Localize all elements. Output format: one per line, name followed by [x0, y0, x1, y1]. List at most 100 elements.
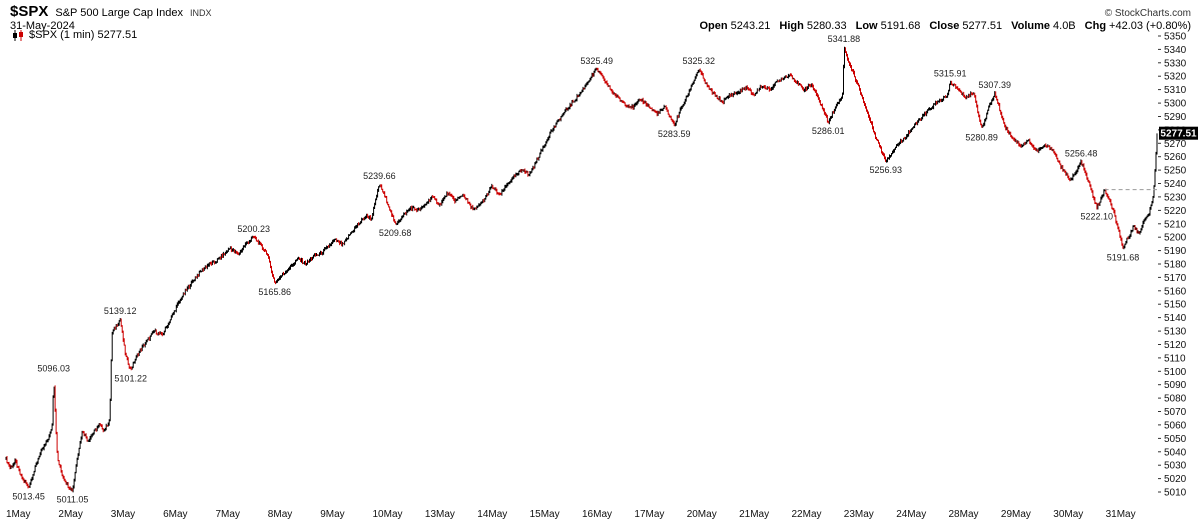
chart-header: $SPX S&P 500 Large Cap Index INDX © Stoc…: [10, 3, 1191, 20]
price-annotation: 5013.45: [12, 491, 45, 501]
y-axis-label: 5220: [1164, 206, 1187, 217]
y-axis-label: 5050: [1164, 434, 1187, 445]
stat-volume: Volume 4.0B: [1011, 20, 1076, 32]
y-axis-label: 5030: [1164, 461, 1187, 472]
x-axis-label: 14May: [477, 509, 507, 520]
candlestick-icon: [13, 29, 23, 41]
y-axis-label: 5330: [1164, 58, 1187, 69]
price-annotation: 5286.01: [812, 126, 845, 136]
stat-change: Chg +42.03 (+0.80%): [1085, 20, 1191, 32]
y-axis-label: 5140: [1164, 313, 1187, 324]
x-axis-label: 20May: [687, 509, 717, 520]
y-axis-label: 5210: [1164, 219, 1187, 230]
chart-date: 31-May-2024: [10, 20, 75, 32]
stat-open-label: Open: [699, 20, 728, 32]
x-axis-label: 29May: [1001, 509, 1031, 520]
stat-volume-value: 4.0B: [1053, 20, 1076, 32]
price-annotation: 5256.48: [1065, 148, 1098, 158]
price-annotation: 5209.68: [379, 228, 412, 238]
stat-low-value: 5191.68: [880, 20, 921, 32]
price-annotation: 5307.39: [978, 80, 1011, 90]
exchange-label: INDX: [189, 8, 212, 18]
x-axis-label: 7May: [216, 509, 240, 520]
x-axis-label: 8May: [268, 509, 292, 520]
x-axis-label: 1May: [6, 509, 30, 520]
stat-high: High 5280.33: [779, 20, 846, 32]
stat-open: Open 5243.21: [699, 20, 770, 32]
y-axis-label: 5170: [1164, 273, 1187, 284]
price-annotation: 5256.93: [870, 165, 903, 175]
y-axis-label: 5270: [1164, 139, 1187, 150]
last-price-box: 5277.51: [1160, 129, 1197, 140]
stat-close: Close 5277.51: [929, 20, 1002, 32]
y-axis-label: 5100: [1164, 367, 1187, 378]
price-annotation: 5139.12: [104, 306, 137, 316]
y-axis-label: 5200: [1164, 233, 1187, 244]
stat-close-label: Close: [929, 20, 960, 32]
x-axis-label: 30May: [1053, 509, 1083, 520]
stat-change-value: +42.03 (+0.80%): [1109, 20, 1191, 32]
chart-title-group: $SPX S&P 500 Large Cap Index INDX: [10, 3, 212, 20]
y-axis-label: 5120: [1164, 340, 1187, 351]
stat-close-value: 5277.51: [962, 20, 1003, 32]
x-axis-label: 2May: [58, 509, 82, 520]
price-annotation: 5341.88: [828, 34, 861, 44]
x-axis-label: 22May: [792, 509, 822, 520]
x-axis-label: 23May: [844, 509, 874, 520]
y-axis-label: 5260: [1164, 152, 1187, 163]
x-axis-label: 16May: [582, 509, 612, 520]
y-axis-label: 5010: [1164, 488, 1187, 499]
y-axis-label: 5350: [1164, 32, 1187, 43]
price-annotation: 5325.32: [683, 56, 716, 66]
price-annotation: 5101.22: [114, 374, 147, 384]
price-annotation: 5096.03: [37, 364, 70, 374]
stat-low: Low 5191.68: [856, 20, 921, 32]
price-annotation: 5325.49: [580, 56, 613, 66]
stat-high-label: High: [779, 20, 804, 32]
series-legend: $SPX (1 min) 5277.51: [12, 29, 137, 41]
y-axis-label: 5070: [1164, 407, 1187, 418]
y-axis-label: 5300: [1164, 99, 1187, 110]
x-axis-label: 13May: [425, 509, 455, 520]
y-axis-label: 5240: [1164, 179, 1187, 190]
price-annotation: 5315.91: [934, 69, 967, 79]
x-axis-label: 21May: [739, 509, 769, 520]
y-axis-label: 5020: [1164, 474, 1187, 485]
y-axis-label: 5040: [1164, 447, 1187, 458]
stat-low-label: Low: [855, 20, 878, 32]
x-axis-label: 9May: [320, 509, 344, 520]
y-axis-label: 5180: [1164, 260, 1187, 271]
y-axis-label: 5340: [1164, 45, 1187, 56]
x-axis-label: 10May: [373, 509, 403, 520]
stat-volume-label: Volume: [1011, 20, 1051, 32]
price-annotation: 5011.05: [57, 495, 89, 505]
x-axis-label: 15May: [530, 509, 560, 520]
y-axis-label: 5250: [1164, 166, 1187, 177]
chart-subheader: 31-May-2024 Open 5243.21 High 5280.33 Low 5…: [10, 20, 1191, 32]
series-legend-label: $SPX (1 min) 5277.51: [29, 29, 138, 41]
y-axis-label: 5320: [1164, 72, 1187, 83]
y-axis-label: 5150: [1164, 300, 1187, 311]
y-axis-label: 5060: [1164, 420, 1187, 431]
y-axis-label: 5290: [1164, 112, 1187, 123]
x-axis-label: 17May: [634, 509, 664, 520]
stockcharts-attribution: © StockCharts.com: [1104, 8, 1191, 19]
stat-high-value: 5280.33: [806, 20, 847, 32]
y-axis-label: 5230: [1164, 192, 1187, 203]
ohlc-stats-row: Open 5243.21 High 5280.33 Low 5191.68 Close…: [699, 20, 1191, 32]
price-annotation: 5165.86: [258, 287, 291, 297]
y-axis-label: 5110: [1164, 353, 1186, 364]
x-axis-label: 6May: [163, 509, 187, 520]
x-axis-label: 24May: [896, 509, 926, 520]
y-axis-label: 5160: [1164, 286, 1187, 297]
x-axis-label: 3May: [111, 509, 135, 520]
price-annotation: 5283.59: [658, 129, 691, 139]
price-annotation: 5200.23: [237, 224, 270, 234]
y-axis-label: 5190: [1164, 246, 1187, 257]
y-axis-label: 5080: [1164, 394, 1187, 405]
ticker-symbol: $SPX: [10, 3, 49, 20]
price-annotation: 5280.89: [965, 133, 998, 143]
index-name: S&P 500 Large Cap Index: [55, 7, 183, 19]
price-annotation: 5191.68: [1107, 252, 1140, 262]
